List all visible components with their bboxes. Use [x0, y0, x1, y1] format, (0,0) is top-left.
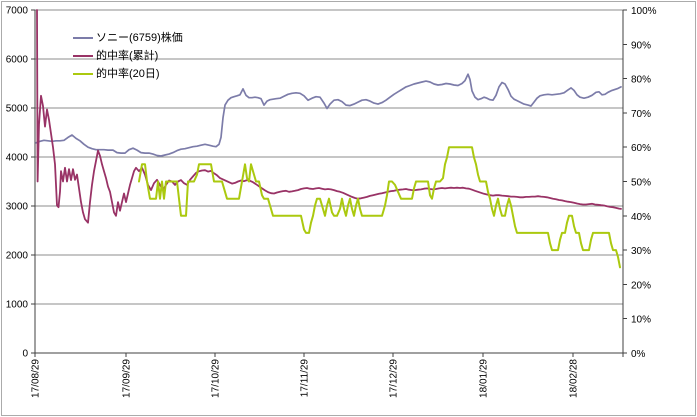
x-axis-tick-label: 17/10/29 — [211, 359, 222, 398]
legend-item-hit-rate-cumulative: 的中率(累計) — [73, 47, 183, 65]
y-right-tick-label: 60% — [631, 143, 651, 154]
legend: ソニー(6759)株価 的中率(累計) 的中率(20日) — [73, 29, 183, 83]
x-axis-tick-label: 17/11/29 — [300, 359, 311, 398]
y-right-tick-label: 70% — [631, 109, 651, 120]
x-axis-tick-label: 17/12/29 — [389, 359, 400, 398]
legend-item-sony-price: ソニー(6759)株価 — [73, 29, 183, 47]
legend-line-swatch-20day — [73, 73, 93, 75]
series-line-2 — [138, 146, 621, 269]
y-left-tick-label: 4000 — [6, 153, 29, 164]
legend-line-swatch-cumulative — [73, 55, 93, 57]
y-right-tick-label: 20% — [631, 280, 651, 291]
y-right-tick-label: 90% — [631, 40, 651, 51]
y-left-tick-label: 5000 — [6, 104, 29, 115]
legend-label-hit-rate-20day: 的中率(20日) — [96, 68, 160, 80]
legend-item-hit-rate-20day: 的中率(20日) — [73, 65, 183, 83]
y-right-tick-label: 30% — [631, 246, 651, 257]
x-axis-tick-label: 17/08/29 — [31, 359, 42, 398]
y-right-tick-label: 80% — [631, 75, 651, 86]
y-right-tick-label: 50% — [631, 178, 651, 189]
y-left-tick-label: 6000 — [6, 55, 29, 66]
legend-label-hit-rate-cumulative: 的中率(累計) — [96, 50, 159, 62]
y-right-tick-label: 0% — [631, 349, 646, 360]
y-left-tick-label: 0 — [22, 349, 28, 360]
legend-label-sony-price: ソニー(6759)株価 — [96, 32, 183, 44]
x-axis-tick-label: 17/09/29 — [122, 359, 133, 398]
series-line-0 — [35, 73, 622, 157]
series-line-1 — [36, 9, 622, 224]
x-axis-tick-label: 18/01/29 — [479, 359, 490, 398]
y-right-tick-label: 10% — [631, 315, 651, 326]
y-left-tick-label: 7000 — [6, 6, 29, 17]
legend-line-swatch-sony — [73, 37, 93, 39]
y-left-tick-label: 2000 — [6, 251, 29, 262]
y-right-tick-label: 100% — [631, 6, 657, 17]
y-left-tick-label: 3000 — [6, 202, 29, 213]
x-axis-tick-label: 18/02/28 — [569, 359, 580, 398]
y-left-tick-label: 1000 — [6, 300, 29, 311]
y-right-tick-label: 40% — [631, 212, 651, 223]
